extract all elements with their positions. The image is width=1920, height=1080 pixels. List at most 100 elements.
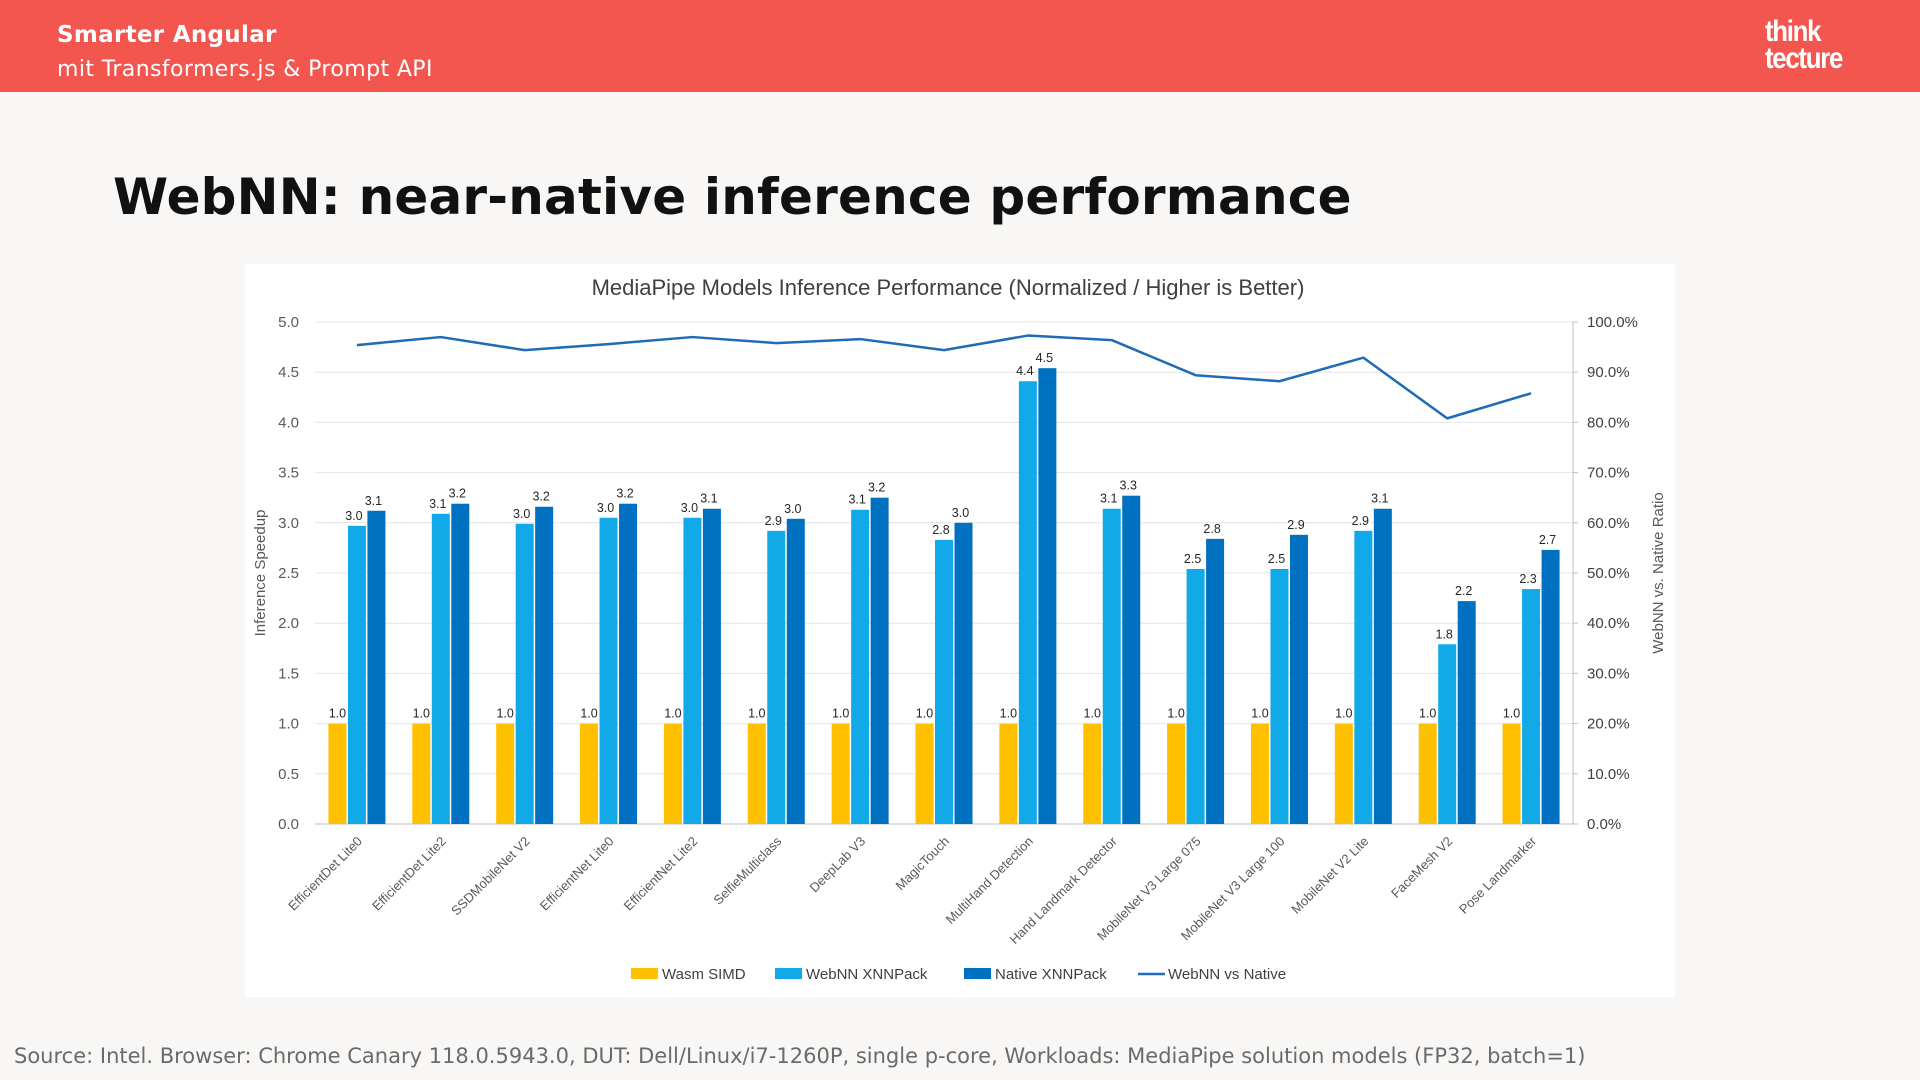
bar-data-label: 2.9 (1352, 514, 1369, 528)
bar-data-label: 3.0 (952, 506, 969, 520)
bar-data-label: 1.0 (413, 707, 430, 721)
category-label: EfficientDet Lite0 (285, 834, 365, 914)
native-xnnpack-bar (1541, 549, 1560, 824)
bar-data-label: 3.1 (1100, 492, 1117, 506)
logo-line-2: tecture (1765, 42, 1843, 75)
category-label: EfficientNet Lite0 (537, 834, 617, 914)
native-xnnpack-bar (870, 497, 889, 824)
y2-tick-label: 90.0% (1587, 364, 1630, 381)
bar-data-label: 3.1 (700, 492, 717, 506)
category-label: Pose Landmarker (1456, 833, 1540, 917)
bar-data-label: 1.0 (1084, 707, 1101, 721)
y-tick-label: 2.0 (278, 615, 299, 632)
bar-data-label: 3.0 (681, 501, 698, 515)
webnn-xnnpack-bar (851, 509, 870, 824)
native-xnnpack-bar (1206, 538, 1225, 824)
webnn-xnnpack-bar (1354, 530, 1373, 824)
bar-data-label: 1.0 (1000, 707, 1017, 721)
wasm-simd-bar (747, 723, 766, 824)
bar-data-label: 1.0 (1419, 707, 1436, 721)
webnn-xnnpack-bar (1186, 568, 1205, 824)
chart-title: MediaPipe Models Inference Performance (… (592, 275, 1305, 300)
webnn-xnnpack-bar (1438, 644, 1457, 824)
bar-data-label: 1.0 (1503, 707, 1520, 721)
deck-title: Smarter Angular (57, 22, 277, 48)
webnn-xnnpack-bar (1522, 589, 1541, 824)
y2-tick-label: 60.0% (1587, 515, 1630, 532)
native-xnnpack-bar (619, 503, 638, 824)
legend-webnn-xnnpack-swatch (775, 968, 802, 979)
y-tick-label: 5.0 (278, 314, 299, 331)
native-xnnpack-bar (1289, 534, 1308, 824)
native-xnnpack-bar (954, 522, 973, 824)
native-xnnpack-bar (451, 503, 470, 824)
native-xnnpack-bar (367, 510, 386, 824)
webnn-xnnpack-bar (431, 513, 450, 824)
bar-data-label: 3.2 (616, 487, 633, 501)
y-tick-label: 0.0 (278, 816, 299, 833)
bar-data-label: 1.0 (496, 707, 513, 721)
category-label: SSDMobileNet V2 (448, 834, 533, 919)
webnn-xnnpack-bar (599, 517, 618, 824)
wasm-simd-bar (831, 723, 850, 824)
category-label: SelfieMulticlass (710, 833, 784, 907)
wasm-simd-bar (580, 723, 599, 824)
y2-tick-label: 50.0% (1587, 565, 1630, 582)
wasm-simd-bar (1418, 723, 1437, 824)
bar-data-label: 1.8 (1436, 627, 1453, 641)
native-xnnpack-bar (1373, 508, 1392, 824)
webnn-xnnpack-bar (767, 530, 786, 824)
source-note: Source: Intel. Browser: Chrome Canary 11… (14, 1044, 1586, 1068)
wasm-simd-bar (915, 723, 934, 824)
wasm-simd-bar (1502, 723, 1521, 824)
native-xnnpack-bar (1457, 601, 1476, 824)
legend-native-xnnpack-swatch (964, 968, 991, 979)
bar-data-label: 2.9 (765, 514, 782, 528)
category-label: FaceMesh V2 (1388, 834, 1455, 901)
bar-data-label: 1.0 (1251, 707, 1268, 721)
y-tick-label: 2.5 (278, 565, 299, 582)
bar-data-label: 1.0 (1335, 707, 1352, 721)
bar-data-label: 2.2 (1455, 584, 1472, 598)
webnn-xnnpack-bar (1270, 568, 1289, 824)
wasm-simd-bar (1083, 723, 1102, 824)
legend-webnn-vs-native-label: WebNN vs Native (1168, 966, 1286, 983)
deck-subtitle: mit Transformers.js & Prompt API (57, 57, 433, 82)
chart: MediaPipe Models Inference Performance (… (252, 275, 1667, 983)
y2-tick-label: 20.0% (1587, 716, 1630, 733)
bar-data-label: 3.0 (597, 501, 614, 515)
bar-data-label: 4.4 (1016, 364, 1033, 378)
webnn-xnnpack-bar (1102, 508, 1121, 824)
bar-data-label: 2.3 (1519, 572, 1536, 586)
y2-tick-label: 0.0% (1587, 816, 1621, 833)
y2-tick-label: 80.0% (1587, 414, 1630, 431)
webnn-xnnpack-bar (347, 525, 366, 824)
bar-data-label: 2.8 (932, 523, 949, 537)
wasm-simd-bar (1167, 723, 1186, 824)
category-label: DeepLab V3 (807, 834, 869, 896)
wasm-simd-bar (663, 723, 682, 824)
bar-data-label: 1.0 (580, 707, 597, 721)
y2-tick-label: 10.0% (1587, 766, 1630, 783)
y-tick-label: 0.5 (278, 766, 299, 783)
bar-data-label: 4.5 (1036, 351, 1053, 365)
webnn-xnnpack-bar (515, 523, 534, 824)
y2-tick-label: 70.0% (1587, 465, 1630, 482)
webnn-xnnpack-bar (935, 539, 953, 824)
logo-line-1: think (1765, 15, 1821, 48)
bar-data-label: 3.2 (532, 490, 549, 504)
bar-data-label: 3.2 (449, 487, 466, 501)
y-tick-label: 1.5 (278, 665, 299, 682)
bar-data-label: 2.7 (1539, 533, 1556, 547)
y2-axis-title: WebNN vs. Native Ratio (1650, 492, 1667, 653)
bar-data-label: 1.0 (329, 707, 346, 721)
y2-tick-label: 30.0% (1587, 665, 1630, 682)
legend-wasm-simd-swatch (631, 968, 658, 979)
bar-data-label: 3.1 (848, 493, 865, 507)
wasm-simd-bar (1250, 723, 1269, 824)
category-label: EfficientNet Lite2 (621, 834, 701, 914)
y-tick-label: 1.0 (278, 716, 299, 733)
native-xnnpack-bar (786, 518, 805, 824)
bar-data-label: 1.0 (832, 707, 849, 721)
bar-data-label: 3.1 (429, 497, 446, 511)
